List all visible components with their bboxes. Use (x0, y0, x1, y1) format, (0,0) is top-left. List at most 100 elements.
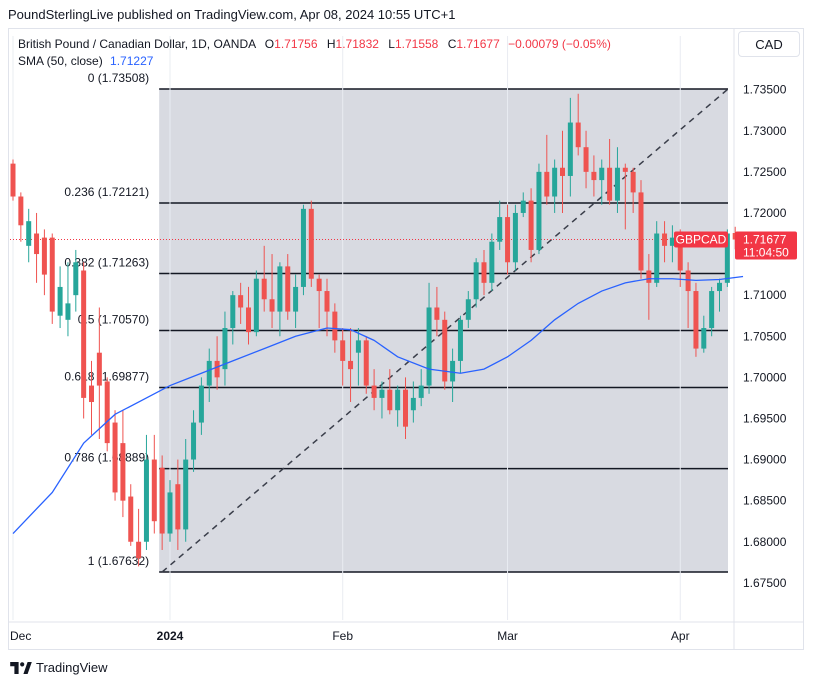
y-tick-label: 1.71000 (743, 288, 787, 302)
candle-body (497, 217, 503, 242)
tradingview-logo-icon (10, 661, 32, 674)
legend-open: 1.71756 (274, 37, 318, 51)
y-tick-label: 1.67500 (743, 576, 787, 590)
candle-body (599, 167, 605, 181)
candle-body (230, 295, 236, 329)
candle-body (638, 192, 644, 271)
candle-body (363, 340, 369, 386)
candle-body (528, 200, 534, 250)
y-tick-label: 1.72500 (743, 165, 787, 179)
candle-body (512, 212, 518, 263)
candle-body (128, 496, 134, 542)
trendline (161, 88, 729, 573)
candle-body (41, 237, 47, 275)
legend-open-label: O (264, 37, 275, 51)
fib-label-1: 1 (1.67632) (88, 554, 149, 568)
sma-line (12, 275, 744, 534)
legend-sma-value: 1.71227 (110, 54, 154, 68)
candle-body (536, 171, 542, 250)
y-tick-label: 1.69500 (743, 411, 787, 425)
candle-body (183, 459, 189, 530)
y-tick-label: 1.73500 (743, 83, 787, 97)
candle-body (246, 307, 251, 333)
candle-body (238, 295, 244, 308)
candle-body (198, 385, 204, 423)
candle-body (371, 385, 377, 398)
candle-body (316, 278, 322, 292)
x-tick-label: Dec (10, 629, 31, 643)
candle-body (544, 171, 550, 197)
candle-body (18, 196, 24, 226)
candle-body (583, 147, 589, 172)
price-tag-symbol: GBPCAD (676, 233, 727, 247)
candle-body (387, 389, 393, 411)
price-tag-bg (735, 231, 797, 260)
candle-body (473, 262, 479, 300)
candle-body (489, 241, 495, 283)
candle-body (277, 266, 283, 312)
candle-body (159, 467, 165, 534)
candle-body (457, 319, 463, 361)
fib-label-0.5: 0.5 (1.70570) (78, 313, 149, 327)
candle-body (65, 303, 71, 320)
legend-row-symbol: British Pound / Canadian Dollar, 1D, OAN… (18, 36, 611, 53)
candle-body (560, 167, 565, 176)
candle-body (654, 233, 660, 283)
candle-body (607, 167, 613, 201)
fib-label-0.786: 0.786 (1.68889) (64, 451, 149, 465)
y-tick-label: 1.72000 (743, 206, 787, 220)
candle-body (261, 278, 267, 300)
legend-close: 1.71677 (456, 37, 500, 51)
candle-body (112, 422, 118, 493)
y-tick-label: 1.69000 (743, 453, 787, 467)
legend-high-label: H (326, 37, 336, 51)
candle-body (332, 311, 338, 341)
candle-body (418, 385, 424, 398)
y-tick-label: 1.68000 (743, 535, 787, 549)
candle-body (685, 270, 691, 292)
legend-row-sma: SMA (50, close) 1.71227 (18, 53, 611, 70)
publish-header: PoundSterlingLive published on TradingVi… (8, 7, 456, 22)
candle-body (717, 282, 722, 292)
candle-body (89, 385, 94, 403)
legend-symbol: British Pound / Canadian Dollar, 1D, OAN… (18, 37, 256, 51)
candle-body (300, 208, 306, 287)
candle-body (693, 291, 699, 349)
price-tag-countdown: 11:04:50 (743, 246, 789, 260)
candle-body (520, 200, 526, 213)
candle-body (308, 208, 314, 279)
candle-body (96, 352, 102, 386)
candle-body (222, 328, 228, 370)
candle-body (355, 340, 361, 353)
candle-body (120, 443, 126, 501)
price-tag-value: 1.71677 (743, 233, 787, 247)
candle-body (591, 171, 597, 181)
y-tick-label: 1.70000 (743, 370, 787, 384)
candle-body (575, 122, 581, 148)
candle-body (81, 270, 87, 398)
candle-body (73, 262, 79, 296)
y-tick-label: 1.70500 (743, 329, 787, 343)
currency-button[interactable]: CAD (738, 31, 800, 57)
candle-body (10, 163, 16, 197)
candle-body (677, 237, 683, 271)
candle-body (552, 167, 558, 197)
candle-body (614, 167, 620, 201)
candle-body (410, 397, 416, 411)
legend-close-label: C (447, 37, 457, 51)
candle-body (434, 307, 440, 320)
candle-body (646, 270, 652, 283)
chart-legend: British Pound / Canadian Dollar, 1D, OAN… (18, 36, 611, 70)
legend-sma-label: SMA (50, close) (18, 54, 103, 68)
candle-body (324, 291, 330, 312)
candle-body (709, 291, 715, 329)
candle-body (151, 459, 157, 522)
x-tick-label: Mar (497, 629, 518, 643)
candle-body (175, 484, 181, 530)
x-tick-label: Apr (671, 629, 690, 643)
fib-label-0: 0 (1.73508) (88, 71, 149, 85)
candle-body (26, 221, 32, 246)
y-tick-label: 1.68500 (743, 494, 787, 508)
legend-low: 1.71558 (394, 37, 439, 51)
